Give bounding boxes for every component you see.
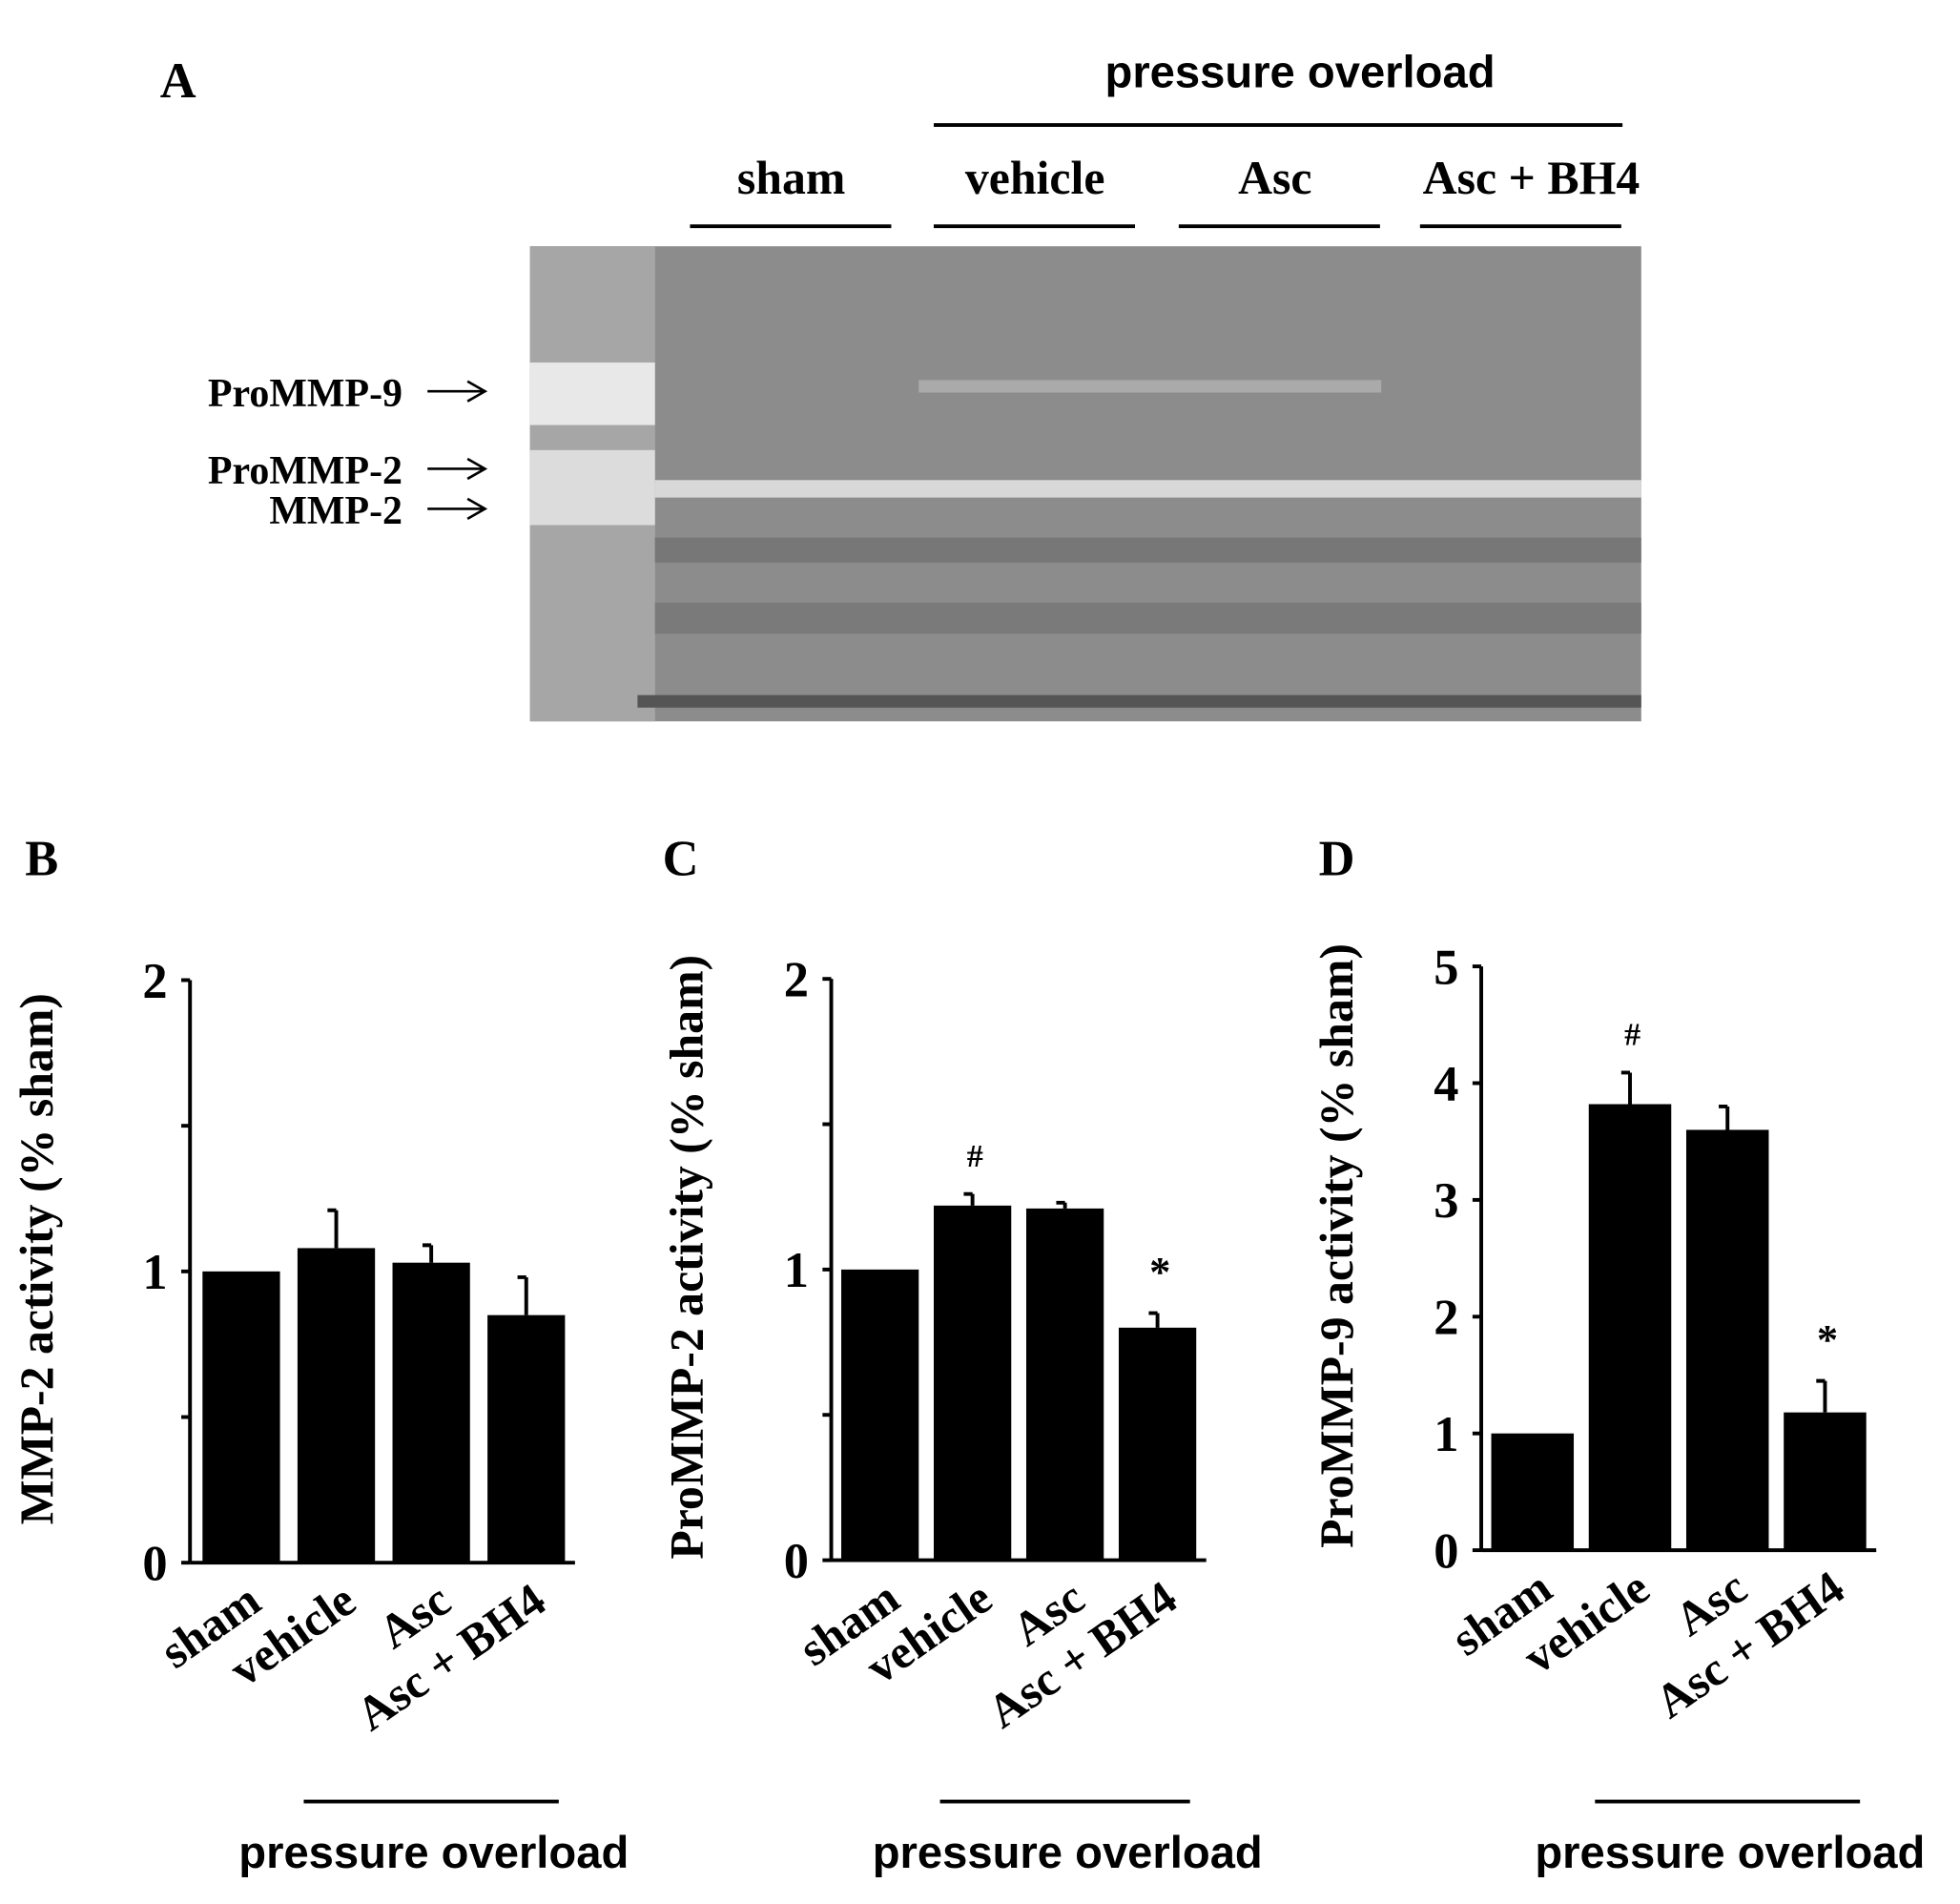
bar [1685,1129,1769,1551]
error-bar [1148,1311,1160,1328]
lane-label: vehicle [965,152,1105,204]
y-tick-label: 0 [142,1537,167,1592]
gel-band [654,537,1641,563]
y-axis-label: ProMMP-9 activity (% sham) [1310,943,1363,1548]
bar [297,1248,376,1563]
y-tick-label: 0 [1434,1523,1458,1579]
gel-marker-band [529,362,655,425]
error-bar [327,1208,339,1249]
error-bar [1719,1104,1730,1130]
error-bar [517,1274,528,1315]
bar [934,1205,1012,1561]
bar [1784,1412,1867,1551]
y-axis-label: ProMMP-2 activity (% sham) [661,955,713,1560]
group-label: pressure overload [1105,47,1496,97]
gel-band [918,380,1382,393]
band-arrow [427,380,488,403]
bar [1025,1208,1104,1561]
error-bar [422,1243,434,1263]
gel [529,246,1641,722]
panel-letter: A [160,53,196,109]
y-tick-label: 1 [784,1243,809,1298]
error-bar [963,1191,975,1206]
band-label: MMP-2 [269,489,402,533]
panel-letter: D [1319,831,1355,886]
bar [487,1314,566,1563]
y-tick-label: 2 [142,954,167,1009]
gel-marker-band [529,449,655,526]
lane-label: Asc + BH4 [1423,152,1640,204]
group-label: pressure overload [873,1827,1263,1877]
bar [392,1262,470,1563]
x-tick-label: Asc + BH4 [347,1573,555,1741]
band-label: ProMMP-2 [208,449,402,493]
lane-label: Asc [1238,152,1311,204]
panel-letter: B [25,831,58,886]
gel-band [654,602,1641,634]
panel-letter: C [663,831,699,886]
bar [1118,1327,1197,1561]
error-bar [1816,1378,1827,1413]
band-arrow [427,457,488,481]
x-tick-label: Asc + BH4 [1645,1561,1853,1728]
y-tick-label: 4 [1434,1057,1458,1112]
y-tick-label: 0 [784,1534,809,1589]
y-tick-label: 5 [1434,940,1458,995]
annotation: # [967,1139,983,1174]
group-label: pressure overload [238,1827,629,1877]
y-tick-label: 3 [1434,1173,1458,1229]
x-tick-label: Asc + BH4 [979,1571,1186,1739]
annotation: * [1149,1248,1170,1295]
y-tick-label: 1 [1434,1407,1458,1462]
band-arrow [427,497,488,521]
gel-band [637,694,1641,708]
y-tick-label: 1 [142,1245,167,1300]
gel-band [654,480,1641,498]
annotation: # [1624,1018,1640,1053]
y-tick-label: 2 [1434,1291,1458,1346]
bar [1491,1433,1575,1551]
y-axis-label: MMP-2 activity (% sham) [10,993,63,1524]
lane-label: sham [737,152,845,204]
group-label: pressure overload [1535,1827,1925,1877]
error-bar [1620,1070,1632,1105]
bar [1588,1104,1672,1551]
bar [841,1269,919,1561]
error-bar [1056,1200,1067,1209]
y-tick-label: 2 [784,953,809,1008]
band-label: ProMMP-9 [208,372,402,416]
annotation: * [1817,1315,1838,1363]
bar [202,1271,280,1563]
